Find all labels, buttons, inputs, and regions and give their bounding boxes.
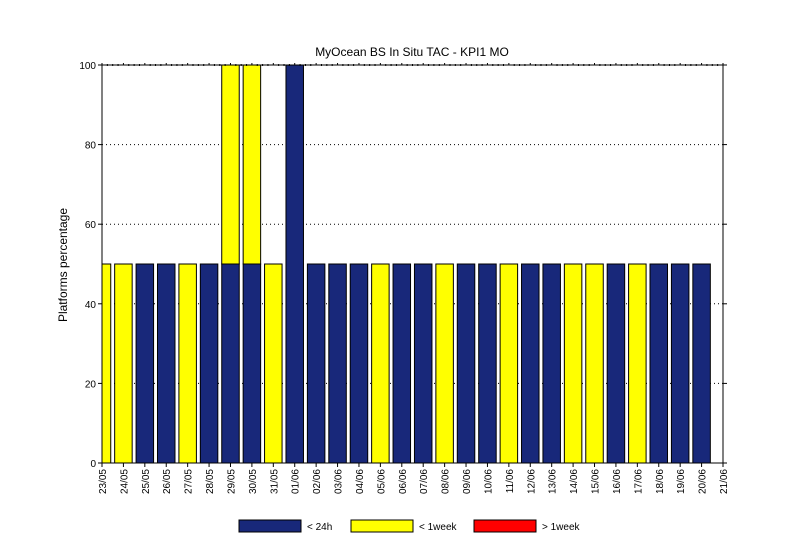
bar-segment	[221, 263, 240, 463]
y-tick-label: 60	[85, 220, 97, 231]
x-tick-label: 17/06	[633, 469, 644, 494]
y-tick-label: 40	[85, 300, 97, 311]
x-tick-label: 13/06	[548, 469, 559, 494]
x-tick-label: 02/06	[312, 469, 323, 494]
bar-segment	[242, 65, 262, 265]
bar-segment	[114, 263, 133, 463]
x-tick-label: 11/06	[505, 469, 516, 494]
bars	[102, 65, 711, 463]
bar-segment	[456, 263, 476, 463]
legend-label: < 1week	[419, 522, 458, 533]
legend-swatch	[473, 519, 537, 533]
y-tick-label: 0	[90, 459, 96, 470]
y-tick-label: 100	[79, 61, 96, 72]
x-tick-label: 01/06	[291, 469, 302, 494]
x-tick-label: 10/06	[483, 469, 494, 494]
bar-segment	[328, 263, 347, 463]
x-tick-label: 29/05	[226, 469, 237, 494]
chart-title: MyOcean BS In Situ TAC - KPI1 MO	[315, 45, 509, 59]
bar-segment	[670, 263, 690, 463]
bar-segment	[542, 263, 561, 463]
bar-segment	[349, 263, 369, 463]
x-tick-label: 25/05	[141, 469, 152, 494]
legend-label: > 1week	[542, 522, 581, 533]
bar-segment	[242, 263, 262, 463]
legend-label: < 24h	[307, 522, 332, 533]
x-tick-label: 27/05	[184, 469, 195, 494]
bar-segment	[135, 263, 155, 463]
x-tick-label: 20/06	[698, 469, 709, 494]
y-tick-label: 80	[85, 141, 97, 152]
x-tick-label: 06/06	[398, 469, 409, 494]
bar-segment	[285, 65, 304, 463]
bar-segment	[306, 263, 326, 463]
x-tick-label: 23/05	[98, 469, 109, 494]
bar-segment	[585, 263, 604, 463]
x-tick-label: 30/05	[248, 469, 259, 494]
bar-segment	[221, 65, 240, 265]
bar-segment	[692, 263, 711, 463]
bar-segment	[264, 263, 283, 463]
x-tick-label: 08/06	[441, 469, 452, 494]
bar-segment	[649, 263, 669, 463]
bar-segment	[392, 263, 412, 463]
x-tick-label: 04/06	[355, 469, 366, 494]
x-tick-label: 05/06	[376, 469, 387, 494]
x-tick-label: 03/06	[334, 469, 345, 494]
bar-segment	[156, 263, 176, 463]
axis-ticks: 0 20 40 60 80 100 23/05 24/05 25/05 26/05 27/05 28/…	[79, 61, 730, 494]
x-tick-label: 07/06	[419, 469, 430, 494]
bar-segment	[606, 263, 626, 463]
x-tick-label: 14/06	[569, 469, 580, 494]
bar-segment	[628, 263, 647, 463]
y-tick-label: 20	[85, 379, 97, 390]
x-tick-label: 18/06	[655, 469, 666, 494]
legend: < 24h < 1week > 1week	[238, 519, 581, 533]
legend-swatch	[238, 519, 302, 533]
x-tick-label: 19/06	[676, 469, 687, 494]
x-tick-label: 28/05	[205, 469, 216, 494]
x-tick-label: 15/06	[591, 469, 602, 494]
x-tick-label: 24/05	[119, 469, 130, 494]
bar-segment	[521, 263, 540, 463]
x-tick-label: 21/06	[719, 469, 730, 494]
x-tick-label: 12/06	[526, 469, 537, 494]
bar-segment	[199, 263, 219, 463]
bar-segment	[478, 263, 497, 463]
bar-segment	[499, 263, 519, 463]
bar-segment	[102, 263, 112, 463]
bar-segment	[413, 263, 433, 463]
bar-segment	[371, 263, 390, 463]
x-tick-label: 16/06	[612, 469, 623, 494]
x-tick-label: 31/05	[269, 469, 280, 494]
x-tick-label: 26/05	[162, 469, 173, 494]
legend-swatch	[350, 519, 414, 533]
bar-segment	[435, 263, 454, 463]
x-tick-label: 09/06	[462, 469, 473, 494]
bar-segment	[178, 263, 197, 463]
bar-segment	[563, 263, 583, 463]
y-axis-label: Platforms percentage	[56, 208, 70, 322]
